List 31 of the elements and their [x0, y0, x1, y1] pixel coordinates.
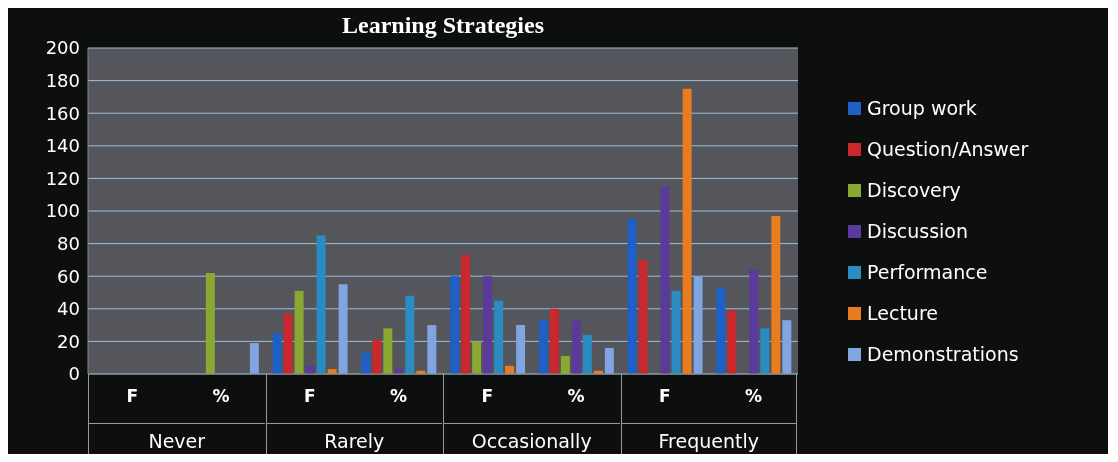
text: Occasionally [444, 423, 620, 452]
y-tick-label: 0 [68, 363, 80, 385]
legend-label: Question/Answer [867, 138, 1029, 160]
x-tick-label: F [304, 386, 316, 407]
y-tick-label: 40 [57, 298, 80, 320]
x-tick-label: F [126, 386, 139, 407]
legend-label: Group work [867, 97, 977, 119]
x-tick-label: % [390, 386, 408, 407]
text: Never [89, 423, 265, 452]
chart-title: Learning Strategies [341, 12, 545, 39]
x-tick-label: F [659, 386, 671, 407]
y-tick-label: 80 [57, 232, 80, 254]
x-tick-label: % [212, 386, 230, 407]
text: Frequently [621, 423, 796, 452]
legend-label: Discussion [867, 220, 969, 242]
y-tick-label: 180 [45, 69, 80, 91]
legend-label: Performance [867, 261, 988, 283]
legend-label: Lecture [867, 302, 938, 324]
y-tick-label: 60 [57, 265, 80, 287]
x-tick-label: % [567, 386, 585, 407]
x-tick-label: F [481, 386, 494, 407]
y-tick-label: 160 [45, 102, 80, 124]
y-tick-label: 120 [45, 167, 80, 189]
legend-label: Discovery [867, 179, 961, 201]
x-tick-label: % [745, 386, 763, 407]
y-tick-label: 100 [45, 200, 80, 222]
y-tick-label: 140 [45, 135, 80, 157]
text: Rarely [266, 423, 442, 452]
y-tick-label: 200 [45, 37, 80, 59]
legend-label: Demonstrations [867, 343, 1019, 365]
y-tick-label: 20 [57, 330, 80, 352]
